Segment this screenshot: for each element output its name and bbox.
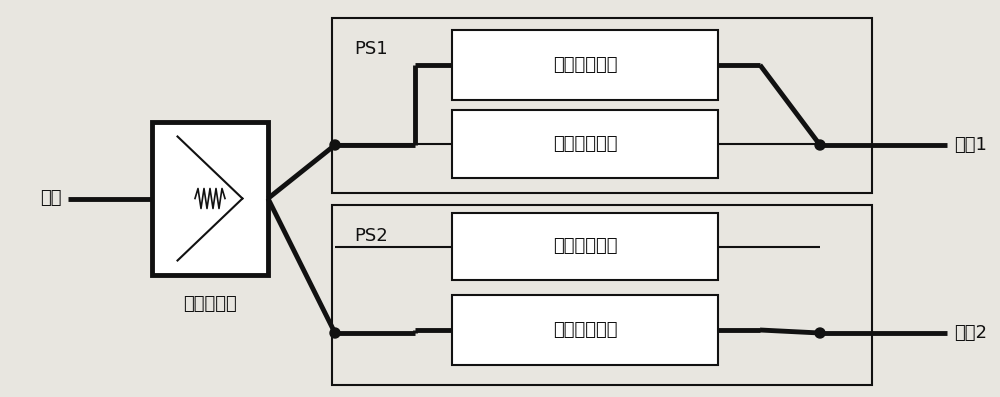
Text: 输出1: 输出1 [954, 136, 987, 154]
Text: 输入: 输入 [40, 189, 62, 208]
Text: 输出2: 输出2 [954, 324, 987, 342]
Bar [332, 205, 872, 385]
Text: 参考分支电路: 参考分支电路 [553, 56, 617, 74]
Bar [452, 110, 718, 178]
Bar [452, 30, 718, 100]
Bar [152, 122, 268, 275]
Text: PS1: PS1 [354, 40, 388, 58]
Circle shape [815, 328, 825, 338]
Text: 相移分支电路: 相移分支电路 [553, 135, 617, 153]
Text: PS2: PS2 [354, 227, 388, 245]
Circle shape [815, 140, 825, 150]
Text: 参考分支电路: 参考分支电路 [553, 237, 617, 256]
Bar [452, 213, 718, 280]
Bar [332, 18, 872, 193]
Text: 功率分配器: 功率分配器 [183, 295, 237, 313]
Text: 相移分支电路: 相移分支电路 [553, 321, 617, 339]
Circle shape [330, 140, 340, 150]
Bar [452, 295, 718, 365]
Circle shape [330, 328, 340, 338]
